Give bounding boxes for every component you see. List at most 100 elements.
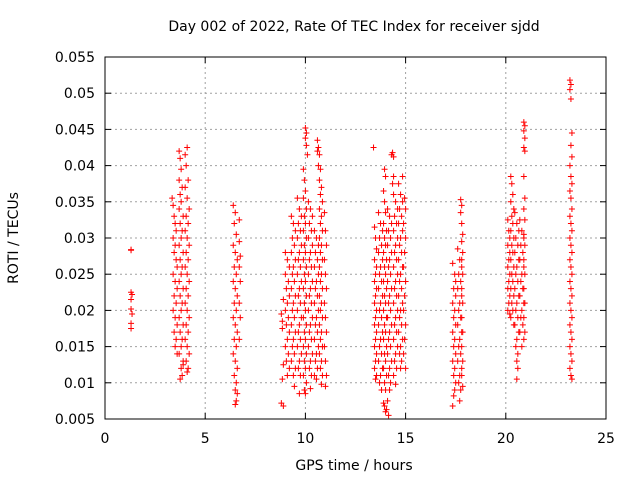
data-point: [171, 292, 178, 299]
data-point: [236, 336, 243, 343]
data-point: [375, 209, 382, 216]
data-point: [184, 307, 191, 314]
data-point: [449, 358, 456, 365]
data-point: [316, 235, 323, 241]
data-point: [237, 253, 244, 260]
data-point: [507, 256, 514, 263]
y-tick-label: 0.04: [64, 159, 95, 175]
data-point: [295, 256, 302, 263]
data-point: [182, 184, 189, 191]
data-point: [230, 242, 237, 249]
data-point: [520, 336, 527, 343]
data-point: [568, 292, 575, 299]
data-point: [383, 285, 390, 292]
data-point: [387, 271, 394, 278]
data-point: [567, 220, 574, 227]
data-point: [378, 314, 385, 321]
data-point: [566, 187, 573, 194]
data-point: [323, 372, 330, 379]
data-point: [459, 249, 466, 256]
data-point: [302, 249, 309, 256]
data-point: [376, 343, 383, 350]
data-point: [512, 343, 519, 350]
data-point: [174, 263, 181, 270]
data-point: [185, 177, 192, 184]
data-point: [372, 314, 379, 321]
data-point: [381, 198, 388, 205]
data-point: [520, 127, 527, 134]
data-point: [300, 195, 307, 202]
data-point: [381, 166, 388, 173]
data-point: [321, 300, 328, 307]
data-point: [309, 242, 316, 249]
data-point: [459, 300, 466, 307]
data-point: [521, 122, 528, 129]
data-point: [230, 278, 237, 285]
data-point: [458, 220, 465, 227]
data-point: [301, 300, 308, 307]
data-point: [185, 256, 192, 263]
data-point: [391, 285, 398, 292]
data-point: [386, 329, 393, 336]
data-point: [318, 213, 325, 220]
data-point: [306, 329, 313, 336]
data-point: [232, 358, 239, 365]
data-point: [184, 271, 191, 278]
data-point: [300, 285, 307, 292]
data-point: [186, 242, 193, 249]
data-point: [234, 292, 241, 299]
data-point: [185, 329, 192, 336]
data-point: [294, 307, 301, 314]
data-point: [302, 135, 309, 142]
data-point: [389, 149, 396, 156]
data-point: [233, 343, 240, 350]
data-point: [566, 321, 573, 328]
data-point: [402, 365, 409, 372]
data-point: [128, 325, 135, 332]
data-point: [458, 314, 465, 321]
data-point: [371, 224, 378, 231]
data-point: [322, 383, 329, 390]
data-point: [295, 365, 302, 372]
data-point: [517, 278, 524, 285]
data-point: [398, 285, 405, 292]
data-point: [504, 307, 511, 314]
data-point: [395, 329, 402, 336]
data-point: [459, 231, 466, 238]
data-point: [294, 343, 301, 350]
data-point: [317, 220, 324, 227]
data-point: [380, 220, 387, 227]
data-point: [452, 350, 459, 357]
data-point: [177, 220, 184, 227]
data-point: [294, 235, 301, 241]
data-point: [449, 300, 456, 307]
data-point: [520, 144, 527, 151]
data-point: [402, 278, 409, 285]
data-point: [305, 198, 312, 205]
data-point: [568, 271, 575, 278]
data-point: [382, 358, 389, 365]
data-point: [232, 387, 239, 394]
data-point: [390, 263, 397, 270]
data-point: [518, 307, 525, 314]
data-point: [566, 300, 573, 307]
data-point: [286, 365, 293, 372]
data-point: [322, 358, 329, 365]
data-point: [511, 209, 518, 216]
data-point: [384, 206, 391, 213]
data-point: [283, 285, 290, 292]
data-point: [177, 191, 184, 198]
data-point: [371, 278, 378, 285]
data-point: [459, 329, 466, 336]
data-point: [450, 314, 457, 321]
data-point: [568, 227, 575, 234]
data-point: [183, 321, 190, 328]
data-point: [184, 368, 191, 375]
data-point: [454, 245, 461, 252]
data-point: [173, 227, 180, 234]
y-tick-label: 0.01: [64, 376, 95, 392]
data-point: [450, 343, 457, 350]
data-point: [292, 227, 299, 234]
data-point: [390, 227, 397, 234]
